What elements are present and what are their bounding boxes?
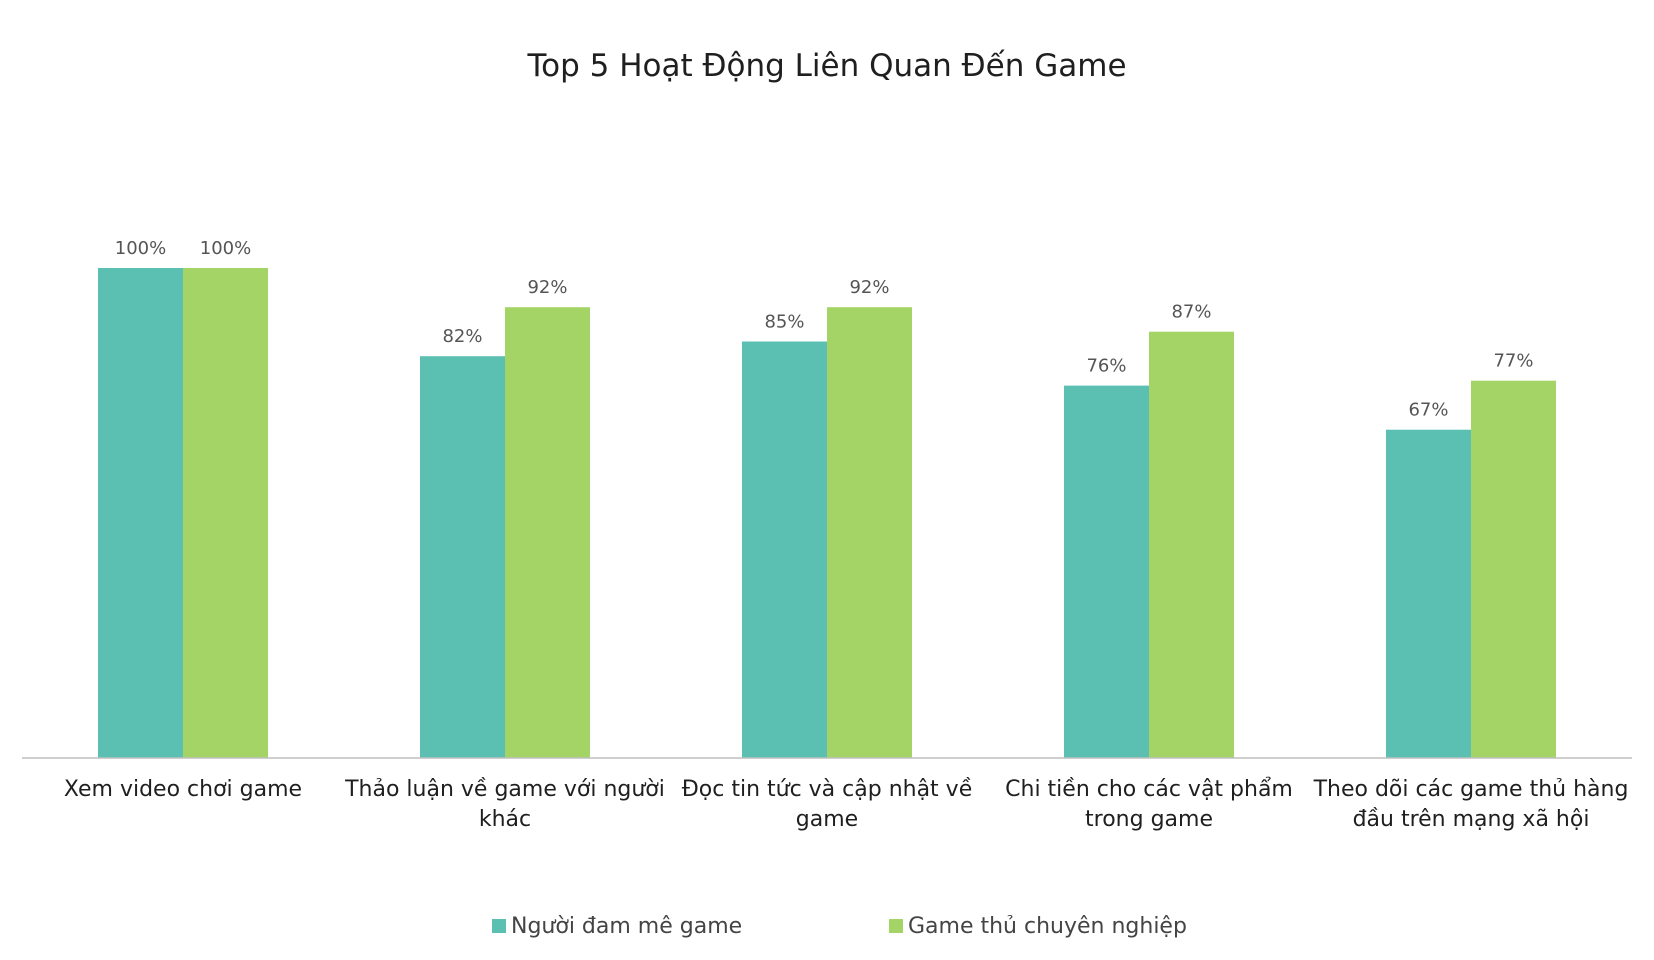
bars-group	[98, 268, 1556, 758]
legend-swatch-game-thu	[889, 919, 903, 933]
category-label-2-line-1: Thảo luận về game với người	[344, 777, 665, 802]
category-labels-group: Xem video chơi game Thảo luận về game với…	[64, 777, 1628, 832]
bar-nguoi-dam-me-5	[1386, 429, 1471, 758]
value-label-nguoi-dam-me-3: 85%	[764, 312, 804, 333]
value-label-nguoi-dam-me-5: 67%	[1408, 400, 1448, 421]
chart-title: Top 5 Hoạt Động Liên Quan Đến Game	[526, 48, 1126, 84]
legend-swatch-nguoi-dam-me	[492, 919, 506, 933]
value-labels-group: 100% 100% 82% 92% 85% 92% 76% 87% 67% 77%	[115, 238, 1534, 421]
value-label-game-thu-5: 77%	[1493, 351, 1533, 372]
category-label-4-line-2: trong game	[1085, 807, 1213, 832]
value-label-game-thu-2: 92%	[527, 277, 567, 298]
category-label-3-line-2: game	[796, 807, 858, 832]
category-label-5-line-1: Theo dõi các game thủ hàng	[1313, 777, 1629, 802]
bar-nguoi-dam-me-1	[98, 268, 183, 758]
value-label-nguoi-dam-me-4: 76%	[1086, 356, 1126, 377]
bar-nguoi-dam-me-4	[1064, 385, 1149, 758]
value-label-game-thu-1: 100%	[200, 238, 251, 259]
legend: Người đam mê game Game thủ chuyên nghiệp	[492, 914, 1187, 939]
category-label-2-line-2: khác	[479, 807, 531, 832]
bar-game-thu-1	[183, 268, 268, 758]
bar-game-thu-5	[1471, 380, 1556, 758]
legend-label-game-thu: Game thủ chuyên nghiệp	[908, 914, 1187, 939]
bar-nguoi-dam-me-2	[420, 356, 505, 758]
legend-label-nguoi-dam-me: Người đam mê game	[511, 914, 742, 939]
value-label-game-thu-4: 87%	[1171, 302, 1211, 323]
category-label-5-line-2: đầu trên mạng xã hội	[1353, 807, 1590, 832]
category-label-4-line-1: Chi tiền cho các vật phẩm	[1005, 777, 1293, 802]
value-label-nguoi-dam-me-1: 100%	[115, 238, 166, 259]
value-label-nguoi-dam-me-2: 82%	[442, 326, 482, 347]
bar-game-thu-3	[827, 307, 912, 758]
bar-game-thu-2	[505, 307, 590, 758]
bar-nguoi-dam-me-3	[742, 341, 827, 758]
value-label-game-thu-3: 92%	[849, 277, 889, 298]
bar-game-thu-4	[1149, 331, 1234, 758]
category-label-3-line-1: Đọc tin tức và cập nhật về	[682, 777, 973, 802]
category-label-1-line-1: Xem video chơi game	[64, 777, 302, 802]
